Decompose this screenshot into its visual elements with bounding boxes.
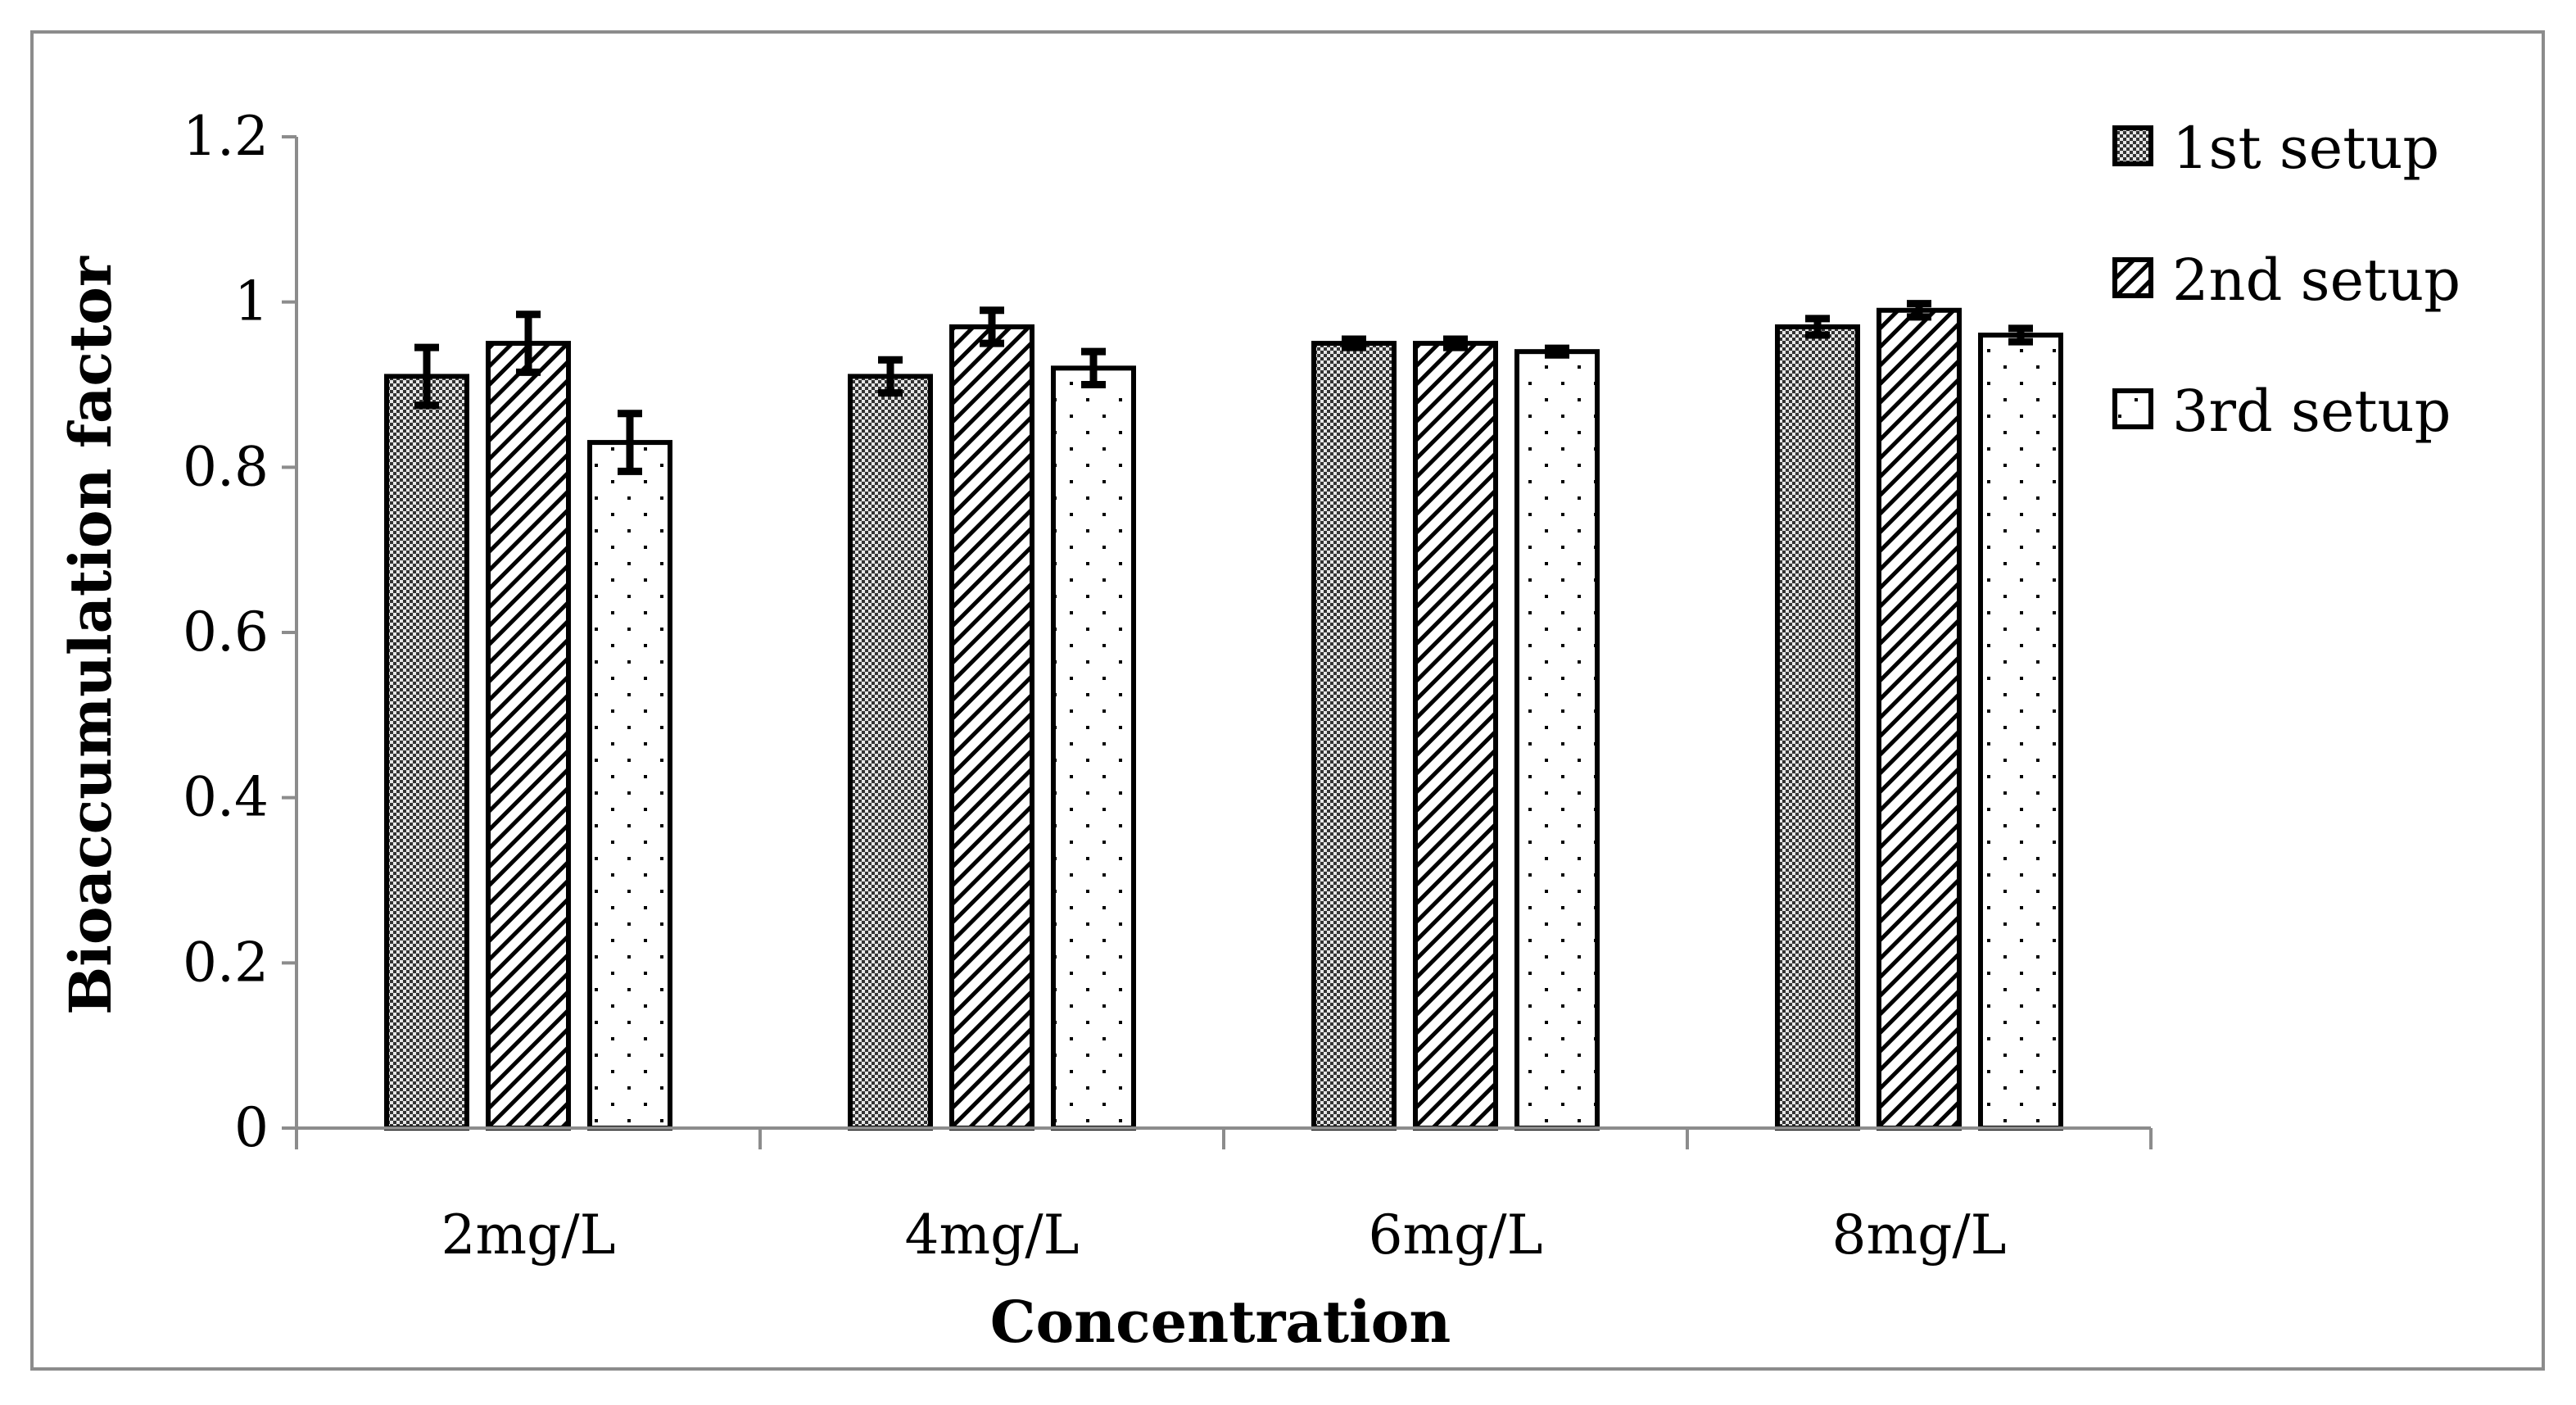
bar-1st-setup-8mg-l	[1775, 324, 1860, 1131]
error-bar-1st-setup-8mg-l	[1805, 315, 1830, 339]
error-bar-1st-setup-2mg-l	[414, 343, 439, 410]
bar-1st-setup-2mg-l	[384, 374, 469, 1131]
x-tick-label-8mg-l: 8mg/L	[1832, 1203, 2007, 1267]
y-tick-label: 1.2	[183, 105, 269, 168]
error-bar-2nd-setup-2mg-l	[516, 310, 541, 376]
legend-item-1st-setup: 1st setup	[2112, 115, 2439, 182]
y-tick-label: 0.8	[183, 435, 269, 498]
y-tick-label: 1	[234, 270, 269, 333]
chart-border	[30, 30, 2545, 1371]
y-tick-label: 0.2	[183, 931, 269, 994]
error-bar-3rd-setup-4mg-l	[1081, 347, 1106, 388]
legend-item-3rd-setup: 3rd setup	[2112, 378, 2451, 445]
error-bar-3rd-setup-6mg-l	[1545, 344, 1569, 359]
x-axis-title: Concentration	[990, 1288, 1451, 1356]
y-tick-label: 0	[234, 1096, 269, 1159]
legend: 1st setup 2nd setup 3rd setup	[2112, 115, 2461, 445]
legend-label-2nd-setup: 2nd setup	[2172, 247, 2461, 314]
x-tick-label-2mg-l: 2mg/L	[441, 1203, 616, 1267]
y-tick-label: 0.6	[183, 601, 269, 664]
error-bar-3rd-setup-2mg-l	[618, 410, 642, 475]
bar-3rd-setup-2mg-l	[587, 440, 672, 1131]
error-bar-3rd-setup-8mg-l	[2008, 324, 2033, 346]
legend-swatch-1st-setup	[2112, 125, 2153, 166]
error-bar-2nd-setup-6mg-l	[1443, 335, 1468, 351]
legend-label-1st-setup: 1st setup	[2172, 115, 2439, 182]
x-tick-label-6mg-l: 6mg/L	[1369, 1203, 1543, 1267]
legend-swatch-2nd-setup	[2112, 257, 2153, 298]
bar-1st-setup-6mg-l	[1311, 341, 1397, 1131]
axes	[295, 137, 2153, 1149]
bar-2nd-setup-8mg-l	[1877, 307, 1962, 1131]
bar-2nd-setup-4mg-l	[949, 324, 1034, 1131]
bar-2nd-setup-2mg-l	[486, 341, 571, 1131]
legend-swatch-3rd-setup	[2112, 388, 2153, 429]
y-tick-label: 0.4	[183, 766, 269, 829]
bar-3rd-setup-8mg-l	[1978, 333, 2063, 1131]
error-bar-2nd-setup-4mg-l	[980, 306, 1004, 347]
bar-2nd-setup-6mg-l	[1413, 341, 1498, 1131]
legend-label-3rd-setup: 3rd setup	[2172, 378, 2451, 445]
bar-1st-setup-4mg-l	[848, 374, 933, 1131]
bar-3rd-setup-6mg-l	[1514, 349, 1600, 1131]
x-axis-labels: 2mg/L 4mg/L 6mg/L 8mg/L	[441, 1203, 2007, 1267]
bars	[384, 307, 2063, 1131]
error-bars	[414, 300, 2033, 475]
legend-item-2nd-setup: 2nd setup	[2112, 247, 2461, 314]
error-bar-1st-setup-6mg-l	[1342, 335, 1366, 351]
error-bar-2nd-setup-8mg-l	[1907, 300, 1931, 321]
bar-3rd-setup-4mg-l	[1051, 365, 1136, 1131]
error-bar-1st-setup-4mg-l	[878, 356, 903, 397]
x-tick-label-4mg-l: 4mg/L	[905, 1203, 1080, 1267]
y-axis-title: Bioaccumulation factor	[57, 256, 124, 1015]
y-axis-ticks: 0 0.2 0.4 0.6 0.8 1 1.2	[183, 105, 297, 1159]
